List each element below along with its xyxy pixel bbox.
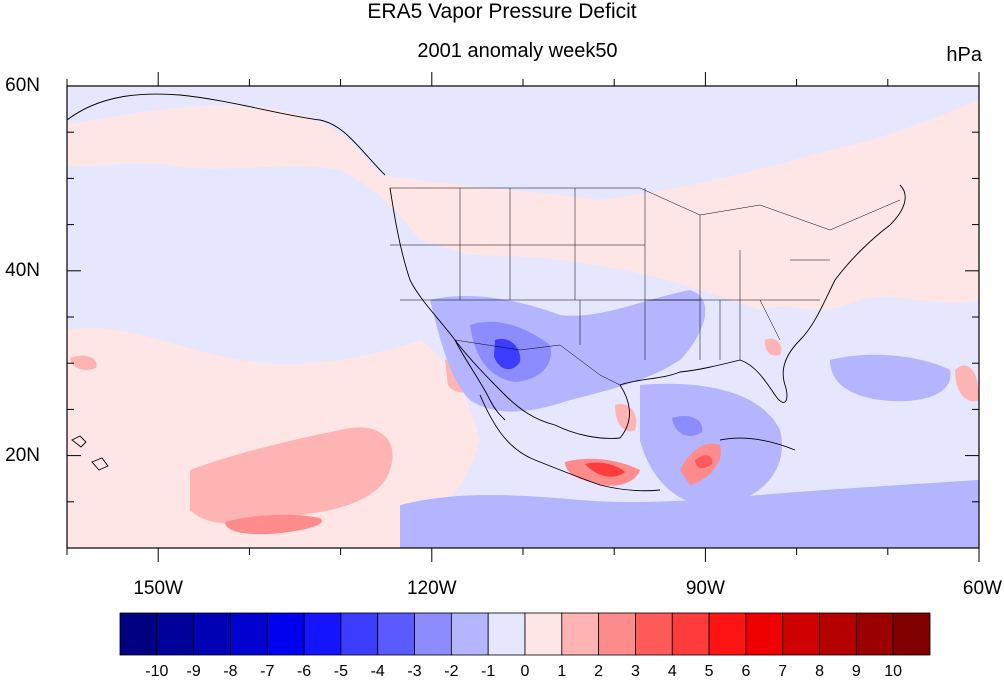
lon-tick-label: 150W: [133, 578, 183, 599]
lon-tick-label: 90W: [685, 578, 725, 599]
state-borders: [390, 187, 901, 386]
colorbar-label: 8: [815, 663, 824, 680]
colorbar-swatch: [266, 612, 305, 656]
lon-tick-label: 120W: [406, 578, 457, 599]
region-subtropical-pacific-positive-3: [225, 514, 322, 535]
region-southwest-us-negative-core: [494, 338, 521, 370]
colorbar-swatch: [782, 612, 820, 656]
colorbar-swatch: [230, 612, 268, 656]
border-us-canada: [390, 187, 901, 231]
colorbar-swatch: [340, 612, 379, 656]
colorbar-swatch: [119, 612, 158, 656]
colorbar-swatch: [598, 612, 636, 656]
region-atlantic-negative: [830, 354, 951, 402]
coastline-north-america: [389, 184, 906, 439]
colorbar: [119, 612, 931, 656]
colorbar-label: 6: [741, 663, 751, 680]
lat-tick-label: 40N: [5, 259, 40, 281]
colorbar-label: -4: [370, 663, 385, 680]
region-southern-mexico-positive-core: [585, 462, 625, 477]
colorbar-swatch: [193, 612, 231, 656]
colorbar-swatch: [819, 612, 857, 656]
plot-subtitle: 2001 anomaly week50: [417, 40, 618, 62]
region-isthmus-positive: [615, 404, 637, 432]
colorbar-label: 4: [667, 663, 677, 680]
region-caribbean-negative: [400, 480, 979, 548]
colorbar-label: -6: [296, 663, 312, 680]
coastline-cuba: [719, 437, 796, 451]
latitude-ticks: [67, 85, 979, 549]
colorbar-swatch: [635, 612, 673, 656]
colorbar-label: 1: [557, 663, 567, 680]
colorbar-label: 3: [631, 663, 640, 680]
lat-tick-label: 60N: [5, 75, 40, 96]
colorbar-swatch: [671, 612, 710, 656]
region-hawaii-pos: [70, 355, 97, 370]
colorbar-swatch: [524, 612, 563, 656]
plot-title: ERA5 Vapor Pressure Deficit: [367, 0, 637, 23]
region-subtropical-pacific-positive: [67, 327, 480, 548]
lat-tick-label: 20N: [5, 444, 40, 466]
lon-tick-label: 60W: [962, 578, 1002, 599]
coastline-canada: [67, 93, 386, 176]
colorbar-label: -2: [444, 663, 459, 680]
colorbar-label: -10: [145, 663, 169, 680]
colorbar-label: -7: [260, 663, 275, 680]
coastline-baja: [454, 339, 506, 421]
colorbar-swatch: [561, 612, 600, 656]
colorbar-swatch: [156, 612, 195, 656]
coastline-hawaii: [71, 435, 109, 471]
colorbar-swatch: [450, 612, 489, 656]
colorbar-label: -5: [333, 663, 349, 680]
colorbar-label: 9: [851, 663, 861, 680]
colorbar-swatch: [487, 612, 526, 656]
colorbar-label: 2: [594, 663, 604, 680]
units-label: hPa: [946, 44, 982, 66]
colorbar-swatch: [414, 612, 452, 656]
coastlines: [67, 93, 906, 492]
colorbar-label: -3: [407, 663, 422, 680]
colorbar-label: -1: [481, 663, 496, 680]
colorbar-label: 10: [884, 663, 903, 680]
state-lines: [390, 188, 830, 360]
anomaly-field: [67, 86, 979, 548]
colorbar-label: 0: [520, 663, 530, 680]
region-subtropical-pacific-positive-2: [190, 427, 393, 524]
longitude-ticks: [66, 72, 980, 562]
border-us-mexico: [454, 339, 621, 386]
colorbar-label: 5: [704, 663, 714, 680]
region-gulf-negative-2: [672, 415, 703, 436]
colorbar-swatch: [855, 612, 894, 656]
colorbar-label: -8: [223, 663, 238, 680]
colorbar-label: 7: [778, 663, 788, 680]
region-north-pacific-positive: [67, 100, 979, 310]
colorbar-swatch: [303, 612, 342, 656]
colorbar-swatch: [745, 612, 784, 656]
colorbar-swatch: [892, 612, 931, 656]
colorbar-swatch: [377, 612, 415, 656]
coastline-mexico-west: [479, 394, 661, 492]
colorbar-label: -9: [186, 663, 201, 680]
region-central-america-positive-core: [695, 455, 713, 469]
region-florida-positive: [764, 338, 782, 356]
colorbar-swatch: [708, 612, 747, 656]
region-east-atlantic-positive: [955, 365, 979, 402]
